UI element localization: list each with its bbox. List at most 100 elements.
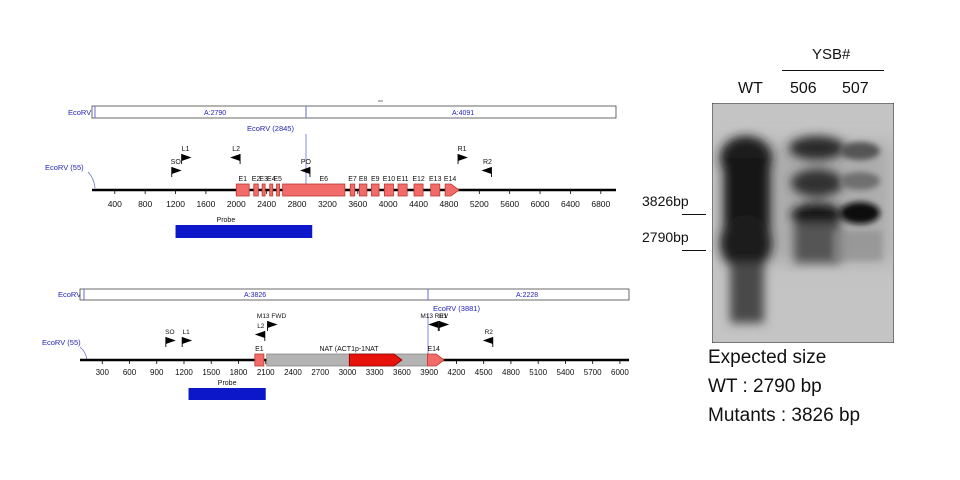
wt-tick-label: 2000 bbox=[227, 199, 246, 209]
mut-primer-label: R1 bbox=[439, 313, 448, 320]
mut-primer-flag bbox=[267, 321, 278, 331]
wt-exon bbox=[276, 183, 280, 197]
wt-exon-label: E5 bbox=[273, 176, 282, 183]
wt-primer-label: R1 bbox=[458, 146, 467, 153]
wt-exon bbox=[261, 183, 266, 197]
wt-tick-label: 6400 bbox=[561, 199, 580, 209]
wt-tick-label: 2400 bbox=[257, 199, 276, 209]
wt-gene-map: 400 800 1200 1600 2000 2400 2800 3200 3600 4000 44… bbox=[92, 146, 616, 238]
mut-tick-label: 600 bbox=[123, 368, 137, 377]
expected-size-wt: WT : 2790 bp bbox=[708, 376, 822, 397]
mut-tick-label: 5700 bbox=[584, 368, 602, 377]
wt-primer-label: SO bbox=[171, 159, 182, 166]
mut-cassette-label: NAT (ACT1p-1NAT bbox=[319, 346, 379, 353]
wt-primer-flag bbox=[481, 167, 492, 177]
wt-primer-flag bbox=[171, 167, 182, 177]
mut-exon-label: E14 bbox=[428, 346, 441, 353]
wt-exon bbox=[282, 183, 346, 197]
lane-label-506: 506 bbox=[790, 80, 817, 97]
mut-tick-label: 3300 bbox=[366, 368, 384, 377]
wt-exon bbox=[430, 183, 441, 197]
mut-tick-label: 4800 bbox=[502, 368, 520, 377]
mut-site-left-label: EcoRV (55) bbox=[42, 338, 81, 347]
lane-label-wt: WT bbox=[738, 80, 763, 97]
wt-exon bbox=[358, 183, 368, 197]
southern-blot-image bbox=[712, 103, 894, 343]
wt-exon-label: E10 bbox=[383, 176, 396, 183]
mutant-fragment-bar: EcoRV A:3826 A:2228 bbox=[58, 288, 630, 301]
mut-primer-label: M13 FWD bbox=[257, 313, 287, 320]
wt-fragment-enzyme-label: EcoRV bbox=[68, 108, 91, 117]
mut-tick-label: 300 bbox=[96, 368, 110, 377]
wt-primer-label: R2 bbox=[483, 159, 492, 166]
mut-fragment-2: A:2228 bbox=[516, 292, 538, 299]
wt-primer-flag bbox=[457, 154, 469, 164]
mut-tick-label: 3900 bbox=[420, 368, 438, 377]
wt-fragment-1: A:2790 bbox=[204, 110, 226, 117]
wt-primer-label: L1 bbox=[182, 146, 190, 153]
wt-tick-label: 4800 bbox=[439, 199, 458, 209]
wt-tick-label: 400 bbox=[108, 199, 122, 209]
wt-probe-bar bbox=[175, 225, 313, 238]
mut-exon bbox=[426, 353, 445, 367]
mut-primer-flag bbox=[438, 321, 450, 331]
mut-sites: EcoRV (55) EcoRV (3881) bbox=[42, 304, 480, 361]
wt-sites: EcoRV (55) EcoRV (2845) bbox=[45, 124, 307, 189]
wt-tick-label: 800 bbox=[138, 199, 152, 209]
mut-tick-label: 1800 bbox=[230, 368, 248, 377]
wt-exon bbox=[235, 183, 250, 197]
lane-wt-signal bbox=[720, 136, 772, 323]
expected-size-heading: Expected size bbox=[708, 347, 827, 368]
mut-probe-label: Probe bbox=[218, 380, 237, 387]
wt-exon bbox=[371, 183, 380, 197]
wt-tick-label: 6800 bbox=[591, 199, 610, 209]
lane-label-507: 507 bbox=[842, 80, 869, 97]
wt-tick-label: 2800 bbox=[288, 199, 307, 209]
mut-primer-flag bbox=[482, 337, 494, 347]
wt-exon-label: E13 bbox=[429, 176, 442, 183]
expected-size-mutants: Mutants : 3826 bp bbox=[708, 405, 861, 426]
wt-exon-label: E4 bbox=[267, 176, 276, 183]
mut-tick-label: 2700 bbox=[311, 368, 329, 377]
mut-primer-flag bbox=[428, 321, 439, 331]
wt-exon-label: E2 bbox=[252, 176, 261, 183]
mut-tick-label: 5400 bbox=[557, 368, 575, 377]
mut-primer-flag bbox=[165, 337, 176, 347]
wt-exon-label: E9 bbox=[371, 176, 380, 183]
mut-tick-label: 4200 bbox=[448, 368, 466, 377]
wt-tick-label: 6000 bbox=[531, 199, 550, 209]
wt-exon-label: E3 bbox=[259, 176, 268, 183]
wt-primer-flag bbox=[299, 167, 311, 177]
wt-exon bbox=[253, 183, 259, 197]
wt-primer-label: L2 bbox=[232, 146, 240, 153]
wt-primer-label: PO bbox=[301, 159, 312, 166]
mut-tick-label: 2400 bbox=[284, 368, 302, 377]
mut-exon bbox=[254, 353, 265, 367]
size-marker-3826-line bbox=[682, 214, 706, 215]
wt-primer-flag bbox=[230, 154, 241, 164]
mut-tick-label: 2100 bbox=[257, 368, 275, 377]
mut-exon-label: E1 bbox=[255, 346, 264, 353]
mut-primer-label: L1 bbox=[183, 329, 191, 336]
wt-tick-label: 5600 bbox=[500, 199, 519, 209]
mut-tick-label: 5100 bbox=[529, 368, 547, 377]
lane-507-signal bbox=[840, 142, 880, 224]
mut-tick-label: 6000 bbox=[611, 368, 629, 377]
mut-probe-bar bbox=[188, 388, 266, 400]
mut-fragment-1: A:3826 bbox=[244, 292, 266, 299]
wt-tick-label: 3200 bbox=[318, 199, 337, 209]
size-marker-2790: 2790bp bbox=[642, 229, 689, 245]
wt-primer-flag bbox=[181, 154, 192, 164]
mut-primer-label: M13 REV bbox=[420, 313, 448, 320]
mut-primer-flag bbox=[181, 337, 193, 347]
wt-tick-label: 5200 bbox=[470, 199, 489, 209]
size-marker-2790-line bbox=[682, 250, 706, 251]
mut-tick-label: 900 bbox=[150, 368, 164, 377]
mut-tick-label: 1200 bbox=[175, 368, 193, 377]
wt-tick-label: 1600 bbox=[196, 199, 215, 209]
mut-primer-flag bbox=[254, 331, 266, 341]
wt-tick-label: 3600 bbox=[348, 199, 367, 209]
wt-exon-label: E1 bbox=[238, 176, 247, 183]
mut-tick-label: 1500 bbox=[202, 368, 220, 377]
